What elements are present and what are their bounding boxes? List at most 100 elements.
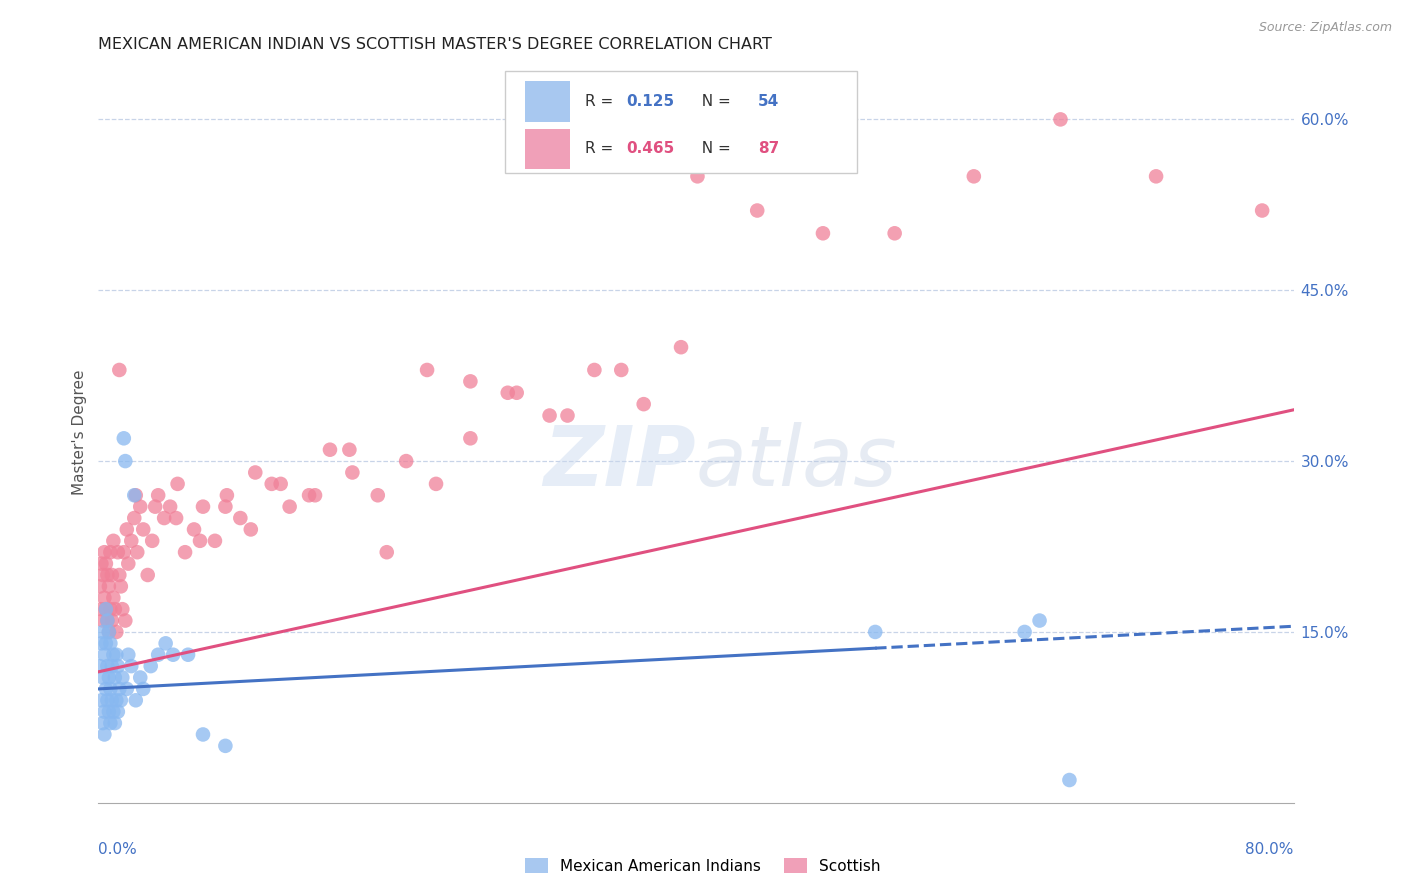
Point <box>101 614 124 628</box>
Point <box>583 363 606 377</box>
Point <box>98 716 122 731</box>
Point <box>375 545 398 559</box>
Point <box>610 363 633 377</box>
Point <box>101 693 124 707</box>
Point <box>117 557 139 571</box>
Point <box>686 169 709 184</box>
Point <box>110 579 132 593</box>
Text: 87: 87 <box>758 142 779 156</box>
Point <box>304 488 326 502</box>
Point <box>132 523 155 537</box>
Point <box>460 431 482 445</box>
Point <box>105 624 128 639</box>
Point <box>94 602 117 616</box>
Point <box>165 511 187 525</box>
Point <box>183 523 205 537</box>
Point <box>260 476 283 491</box>
Point <box>96 614 118 628</box>
Point <box>94 557 117 571</box>
Point <box>103 648 125 662</box>
Point <box>963 169 986 184</box>
Point <box>148 648 170 662</box>
Point <box>110 693 132 707</box>
Text: atlas: atlas <box>696 422 897 503</box>
Point <box>191 500 214 514</box>
Text: N =: N = <box>692 94 735 109</box>
Point <box>278 500 301 514</box>
Point <box>1144 169 1167 184</box>
Point <box>425 476 447 491</box>
Point <box>538 409 561 423</box>
Point <box>460 375 482 389</box>
Point <box>98 545 122 559</box>
FancyBboxPatch shape <box>505 71 858 173</box>
Point <box>245 466 267 480</box>
Text: ZIP: ZIP <box>543 422 696 503</box>
Point <box>103 591 125 605</box>
Point <box>1028 614 1050 628</box>
Point <box>91 671 114 685</box>
Point <box>91 716 114 731</box>
Point <box>105 648 128 662</box>
Point <box>229 511 252 525</box>
Point <box>129 671 152 685</box>
Point <box>633 397 655 411</box>
Point <box>107 545 129 559</box>
Point <box>97 624 120 639</box>
Point <box>117 648 139 662</box>
Point <box>107 705 129 719</box>
Point <box>1014 624 1036 639</box>
Point <box>108 681 131 696</box>
Point <box>120 659 142 673</box>
Point <box>111 671 134 685</box>
Point <box>97 624 120 639</box>
Point <box>162 648 184 662</box>
Point <box>93 705 115 719</box>
Point <box>215 488 238 502</box>
Point <box>101 568 124 582</box>
Text: 54: 54 <box>758 94 779 109</box>
Point <box>90 557 112 571</box>
Point <box>97 579 120 593</box>
Point <box>153 511 176 525</box>
Point <box>865 624 887 639</box>
Point <box>115 681 138 696</box>
Point <box>496 385 519 400</box>
Point <box>506 385 529 400</box>
Text: MEXICAN AMERICAN INDIAN VS SCOTTISH MASTER'S DEGREE CORRELATION CHART: MEXICAN AMERICAN INDIAN VS SCOTTISH MAST… <box>98 37 772 52</box>
Point <box>107 659 129 673</box>
Point <box>93 545 115 559</box>
Point <box>669 340 692 354</box>
Point <box>191 727 214 741</box>
Point <box>1059 772 1081 787</box>
Point <box>98 681 122 696</box>
Point <box>94 602 117 616</box>
Point <box>214 739 236 753</box>
Point <box>94 681 117 696</box>
Point <box>747 203 769 218</box>
Point <box>125 488 148 502</box>
Point <box>239 523 262 537</box>
Text: R =: R = <box>585 142 619 156</box>
FancyBboxPatch shape <box>524 128 571 169</box>
Point <box>90 636 112 650</box>
Point <box>104 602 127 616</box>
Point <box>319 442 342 457</box>
Point <box>98 602 122 616</box>
Point <box>114 454 136 468</box>
Point <box>136 568 159 582</box>
Point <box>141 533 163 548</box>
Point <box>105 693 128 707</box>
Y-axis label: Master's Degree: Master's Degree <box>72 370 87 495</box>
Point <box>101 659 124 673</box>
Point <box>214 500 236 514</box>
Point <box>93 727 115 741</box>
Point <box>90 602 112 616</box>
Point <box>112 545 135 559</box>
Point <box>125 693 148 707</box>
Text: 80.0%: 80.0% <box>1246 842 1294 856</box>
Point <box>97 705 120 719</box>
Point <box>108 363 131 377</box>
Point <box>188 533 211 548</box>
Text: 0.125: 0.125 <box>627 94 675 109</box>
